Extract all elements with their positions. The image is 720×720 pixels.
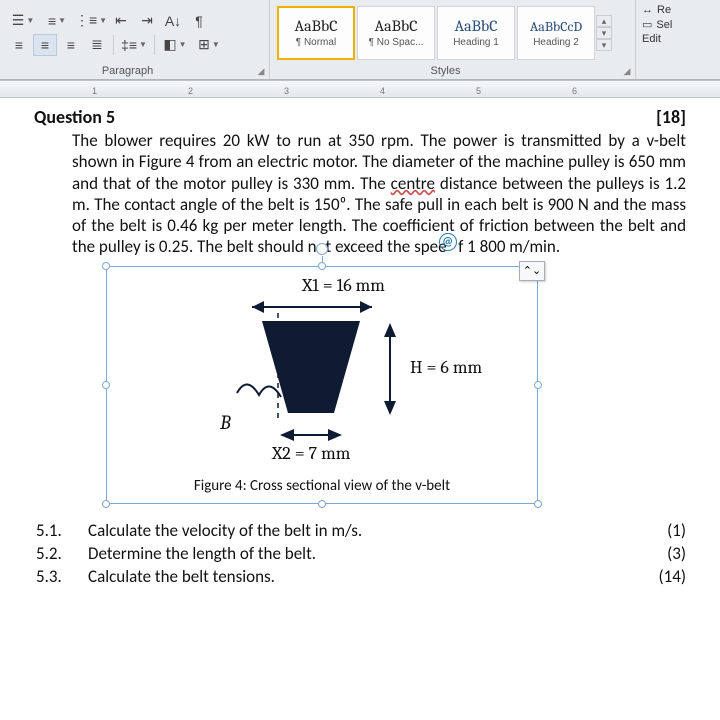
h-label: H = 6 mm [410,357,482,378]
styles-label: Styles [270,65,621,77]
sort-icon[interactable]: A↓ [161,10,185,32]
style-expand-icon[interactable]: ▴▾▾ [596,15,612,51]
resize-handle[interactable] [102,381,110,389]
indent-right-icon[interactable]: ⇥ [135,10,159,32]
style-gallery[interactable]: AaBbC ¶ Normal AaBbC ¶ No Spac... AaBbC … [276,4,612,62]
sub-question: 5.1. Calculate the velocity of the belt … [34,520,686,541]
multilevel-icon[interactable]: ⋮≡▼ [75,10,107,32]
sub-question: 5.3. Calculate the belt tensions. (14) [34,566,686,587]
x2-label: X2 = 7 mm [271,443,351,464]
paragraph-group: ☰▼ ≡▼ ⋮≡▼ ⇤ ⇥ A↓ ¶ ≡ ≡ ≡ ≣ ‡≡▼ ◧▼ ⊞▼ Par… [0,0,270,79]
paragraph-dialog-icon[interactable]: ◢ [256,66,266,76]
question-title: Question 5 [34,106,115,128]
document-page[interactable]: Question 5 [18] The blower requires 20 k… [0,98,720,720]
bullets-icon[interactable]: ☰▼ [7,10,39,32]
pilcrow-icon[interactable]: ¶ [187,10,211,32]
styles-dialog-icon[interactable]: ◢ [622,66,632,76]
align-right-icon[interactable]: ≡ [59,34,83,56]
numbering-icon[interactable]: ≡▼ [41,10,73,32]
editing-label: Edit [642,33,672,45]
mention-icon[interactable]: @ [439,233,457,251]
select-icon: ▭ [642,18,652,31]
justify-icon[interactable]: ≣ [85,34,109,56]
figure-selected[interactable]: ⌃⌄ X1 = 16 mm H = 6 mm B X2 = 7 mm [106,266,538,504]
style-heading1[interactable]: AaBbC Heading 1 [437,6,515,60]
question-marks: [18] [656,106,686,128]
rotate-handle-icon[interactable] [316,243,328,255]
x1-label: X1 = 16 mm [301,275,385,296]
line-spacing-icon[interactable]: ‡≡▼ [118,34,150,56]
figure-caption: Figure 4: Cross sectional view of the v-… [117,477,527,495]
sub-questions: 5.1. Calculate the velocity of the belt … [34,520,686,587]
indent-left-icon[interactable]: ⇤ [109,10,133,32]
replace-icon: ↔ [642,4,653,16]
style-no-spacing[interactable]: AaBbC ¶ No Spac... [357,6,435,60]
borders-icon[interactable]: ⊞▼ [193,34,225,56]
resize-handle[interactable] [318,262,326,270]
shading-icon[interactable]: ◧▼ [159,34,191,56]
figure-svg: X1 = 16 mm H = 6 mm B X2 = 7 mm [142,273,502,473]
question-body: The blower requires 20 kW to run at 350 … [72,130,686,258]
resize-handle[interactable] [318,500,326,508]
resize-handle[interactable] [102,262,110,270]
sub-question: 5.2. Determine the length of the belt. (… [34,543,686,564]
paragraph-label: Paragraph [0,65,255,77]
spell-error: centre [391,173,435,194]
align-center-icon[interactable]: ≡ [33,34,57,56]
resize-handle[interactable] [534,381,542,389]
ruler[interactable]: 1 2 3 4 5 6 [0,80,720,98]
style-normal[interactable]: AaBbC ¶ Normal [277,6,355,60]
b-label: B [219,411,231,434]
resize-handle[interactable] [102,500,110,508]
styles-group: AaBbC ¶ Normal AaBbC ¶ No Spac... AaBbC … [270,0,636,79]
resize-handle[interactable] [534,500,542,508]
replace-button[interactable]: ↔Re [642,4,672,16]
style-heading2[interactable]: AaBbCcD Heading 2 [517,6,595,60]
layout-options-icon[interactable]: ⌃⌄ [519,261,545,281]
editing-group: ↔Re ▭Sel Edit [636,0,678,79]
ribbon: ☰▼ ≡▼ ⋮≡▼ ⇤ ⇥ A↓ ¶ ≡ ≡ ≡ ≣ ‡≡▼ ◧▼ ⊞▼ Par… [0,0,720,80]
select-button[interactable]: ▭Sel [642,18,672,31]
align-left-icon[interactable]: ≡ [7,34,31,56]
